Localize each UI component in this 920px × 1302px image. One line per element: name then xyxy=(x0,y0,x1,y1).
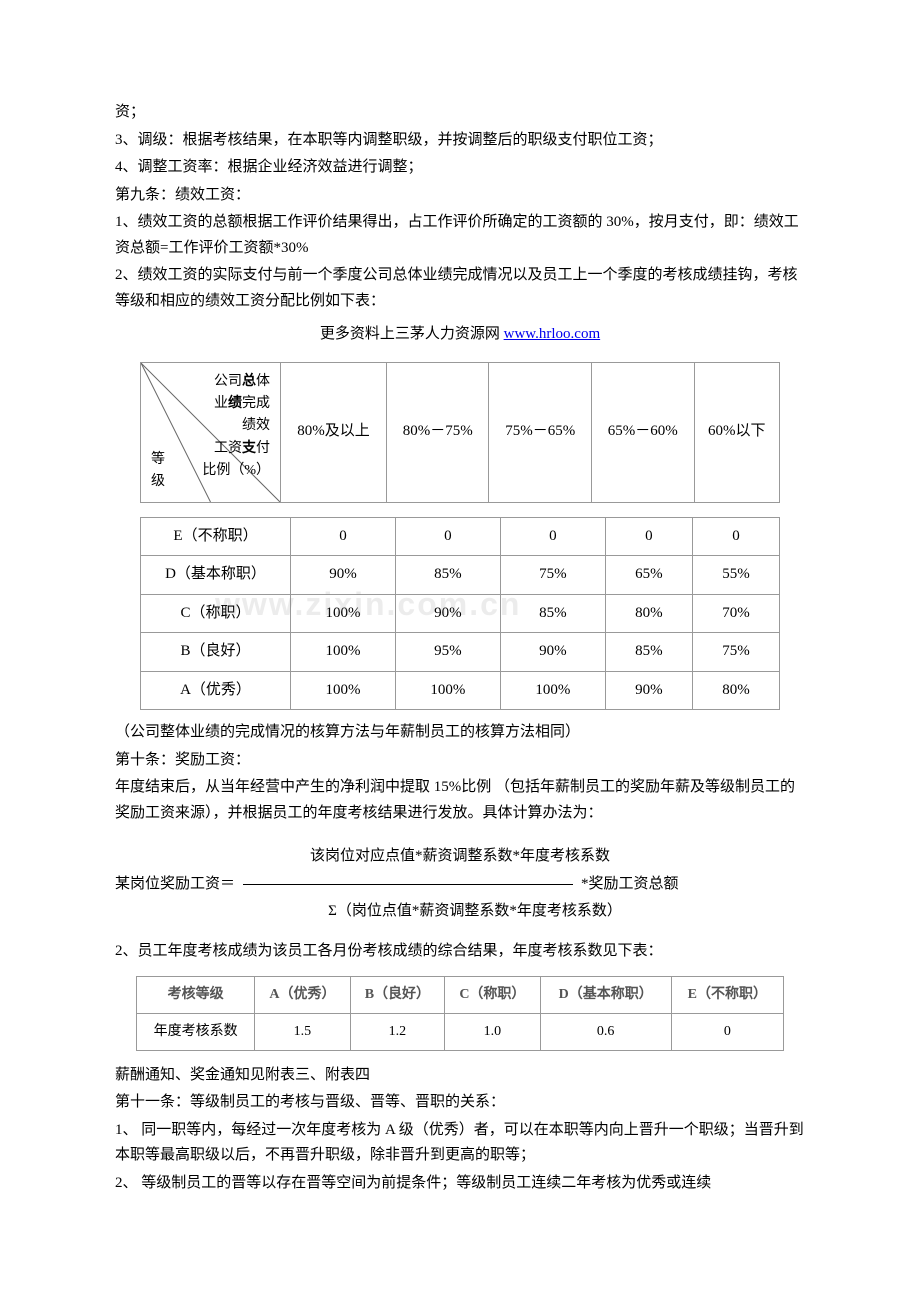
row-label: E（不称职） xyxy=(141,517,291,556)
formula-numerator: 该岗位对应点值*薪资调整系数*年度考核系数 xyxy=(115,844,805,870)
fraction-bar xyxy=(243,884,573,885)
formula-left: 某岗位奖励工资＝ xyxy=(115,872,235,898)
cell: 100% xyxy=(500,671,605,710)
cell: 75% xyxy=(500,556,605,595)
formula-denominator: Σ（岗位点值*薪资调整系数*年度考核系数） xyxy=(115,899,805,925)
col-header: 考核等级 xyxy=(137,977,255,1014)
performance-pay-ratio-table: E（不称职） 0 0 0 0 0 D（基本称职） 90% 85% 75% 65%… xyxy=(140,517,780,711)
cell: 0.6 xyxy=(540,1013,671,1050)
text-line: 薪酬通知、奖金通知见附表三、附表四 xyxy=(115,1063,805,1089)
table-row: E（不称职） 0 0 0 0 0 xyxy=(141,517,780,556)
table-row: B（良好） 100% 95% 90% 85% 75% xyxy=(141,633,780,672)
row-label: A（优秀） xyxy=(141,671,291,710)
col-header: A（优秀） xyxy=(255,977,350,1014)
text-line: 2、绩效工资的实际支付与前一个季度公司总体业绩完成情况以及员工上一个季度的考核成… xyxy=(115,263,805,314)
cell: 0 xyxy=(671,1013,783,1050)
diagonal-header-cell: 公司总体业绩完成绩效工资支付比例（%） 等级 xyxy=(141,362,281,502)
text-line: 4、调整工资率：根据企业经济效益进行调整； xyxy=(115,155,805,181)
article-10-body: 年度结束后，从当年经营中产生的净利润中提取 15%比例 （包括年薪制员工的奖励年… xyxy=(115,775,805,826)
cell: 100% xyxy=(291,594,396,633)
cell: 1.0 xyxy=(445,1013,540,1050)
resource-link[interactable]: www.hrloo.com xyxy=(504,326,601,342)
col-header: 75%－65% xyxy=(489,362,592,502)
row-label: 年度考核系数 xyxy=(137,1013,255,1050)
cell: 80% xyxy=(692,671,779,710)
diag-top-label: 公司总体业绩完成绩效工资支付比例（%） xyxy=(202,371,270,483)
cell: 55% xyxy=(692,556,779,595)
text-line: 2、 等级制员工的晋等以存在晋等空间为前提条件；等级制员工连续二年考核为优秀或连… xyxy=(115,1171,805,1197)
text-line: 2、员工年度考核成绩为该员工各月份考核成绩的综合结果，年度考核系数见下表： xyxy=(115,939,805,965)
cell: 85% xyxy=(605,633,692,672)
cell: 100% xyxy=(395,671,500,710)
cell: 90% xyxy=(500,633,605,672)
text-line: 1、 同一职等内，每经过一次年度考核为 A 级（优秀）者，可以在本职等内向上晋升… xyxy=(115,1118,805,1169)
cell: 75% xyxy=(692,633,779,672)
diag-bottom-label: 等级 xyxy=(151,449,165,494)
cell: 85% xyxy=(395,556,500,595)
reward-formula: 该岗位对应点值*薪资调整系数*年度考核系数 某岗位奖励工资＝ *奖励工资总额 Σ… xyxy=(115,844,805,925)
formula-right: *奖励工资总额 xyxy=(581,872,679,898)
col-header: B（良好） xyxy=(350,977,444,1014)
cell: 0 xyxy=(500,517,605,556)
table-row: A（优秀） 100% 100% 100% 90% 80% xyxy=(141,671,780,710)
article-10-title: 第十条：奖励工资： xyxy=(115,748,805,774)
cell: 95% xyxy=(395,633,500,672)
row-label: D（基本称职） xyxy=(141,556,291,595)
col-header: E（不称职） xyxy=(671,977,783,1014)
col-header: 65%－60% xyxy=(592,362,695,502)
resource-line: 更多资料上三茅人力资源网 www.hrloo.com xyxy=(115,322,805,348)
col-header: 80%－75% xyxy=(386,362,489,502)
row-label: B（良好） xyxy=(141,633,291,672)
col-header: C（称职） xyxy=(445,977,540,1014)
table-row: C（称职） 100% 90% 85% 80% 70% xyxy=(141,594,780,633)
col-header: 60%以下 xyxy=(694,362,779,502)
cell: 1.2 xyxy=(350,1013,444,1050)
article-9-title: 第九条：绩效工资： xyxy=(115,183,805,209)
cell: 100% xyxy=(291,633,396,672)
cell: 100% xyxy=(291,671,396,710)
cell: 1.5 xyxy=(255,1013,350,1050)
table-row: 年度考核系数 1.5 1.2 1.0 0.6 0 xyxy=(137,1013,784,1050)
cell: 0 xyxy=(395,517,500,556)
cell: 0 xyxy=(605,517,692,556)
text-line: 资； xyxy=(115,100,805,126)
performance-pay-header-table: 公司总体业绩完成绩效工资支付比例（%） 等级 80%及以上 80%－75% 75… xyxy=(140,362,780,503)
text-line: 1、绩效工资的总额根据工作评价结果得出，占工作评价所确定的工资额的 30%，按月… xyxy=(115,210,805,261)
cell: 0 xyxy=(692,517,779,556)
article-11-title: 第十一条：等级制员工的考核与晋级、晋等、晋职的关系： xyxy=(115,1090,805,1116)
cell: 85% xyxy=(500,594,605,633)
cell: 90% xyxy=(605,671,692,710)
text-line: 3、调级：根据考核结果，在本职等内调整职级，并按调整后的职级支付职位工资； xyxy=(115,128,805,154)
cell: 70% xyxy=(692,594,779,633)
cell: 65% xyxy=(605,556,692,595)
table-row: D（基本称职） 90% 85% 75% 65% 55% xyxy=(141,556,780,595)
col-header: D（基本称职） xyxy=(540,977,671,1014)
note-line: （公司整体业绩的完成情况的核算方法与年薪制员工的核算方法相同） xyxy=(115,720,805,746)
table-row: 考核等级 A（优秀） B（良好） C（称职） D（基本称职） E（不称职） xyxy=(137,977,784,1014)
resource-prefix: 更多资料上三茅人力资源网 xyxy=(320,326,504,342)
cell: 0 xyxy=(291,517,396,556)
cell: 90% xyxy=(395,594,500,633)
cell: 90% xyxy=(291,556,396,595)
row-label: C（称职） xyxy=(141,594,291,633)
col-header: 80%及以上 xyxy=(281,362,387,502)
cell: 80% xyxy=(605,594,692,633)
annual-coefficient-table: 考核等级 A（优秀） B（良好） C（称职） D（基本称职） E（不称职） 年度… xyxy=(136,976,784,1051)
